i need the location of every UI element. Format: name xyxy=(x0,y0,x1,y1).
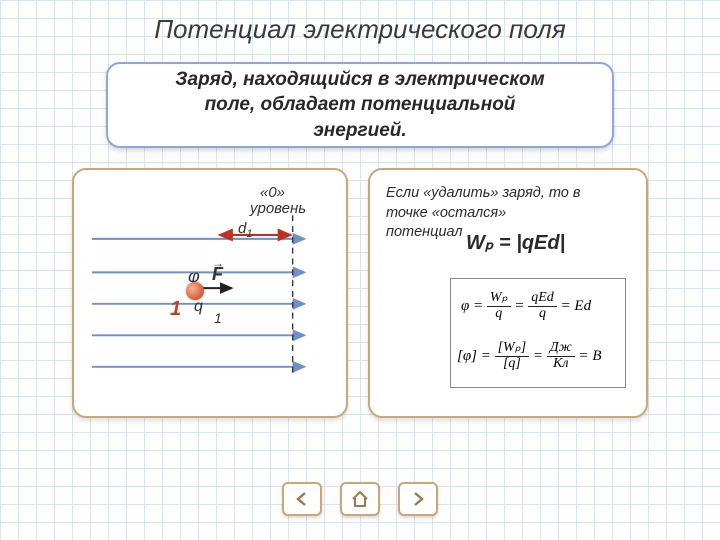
next-button[interactable] xyxy=(398,482,438,516)
point-1-label: 1 xyxy=(170,298,181,321)
f2-frac2-num: Дж xyxy=(547,341,575,357)
definition-banner: Заряд, находящийся в электрическомполе, … xyxy=(106,62,614,148)
f2-lhs: [φ] = xyxy=(457,348,491,365)
f1-frac2-den: q xyxy=(536,307,549,322)
q-sub-1: 1 xyxy=(214,310,222,326)
d-sub: 1 xyxy=(246,228,252,240)
f2-eq1: = xyxy=(533,348,543,365)
wp-formula: Wₚ = |qEd| xyxy=(466,230,565,255)
f1-frac1-num: Wₚ xyxy=(487,291,511,307)
f2-frac2: Дж Кл xyxy=(547,341,575,371)
f2-frac1-den: [q] xyxy=(500,357,524,372)
f1-frac2: qEd q xyxy=(528,291,557,321)
f1-frac1: Wₚ q xyxy=(487,291,511,321)
formula-box: φ = Wₚ q = qEd q = Ed [φ] = [Wₚ] [q] = Д… xyxy=(450,278,626,388)
home-button[interactable] xyxy=(340,482,380,516)
arrow-left-icon xyxy=(293,490,311,508)
arrow-right-icon xyxy=(409,490,427,508)
level-label: уровень xyxy=(250,200,306,217)
formula-panel: Если «удалить» заряд, то в точке «осталс… xyxy=(368,168,648,418)
f2-rhs: = В xyxy=(578,348,601,365)
f1-frac1-den: q xyxy=(492,307,505,322)
home-icon xyxy=(350,490,370,508)
zero-level-label: «0» xyxy=(260,184,285,201)
f1-eq1: = xyxy=(514,298,524,315)
f2-frac1-num: [Wₚ] xyxy=(495,341,530,357)
q-label: q xyxy=(194,298,203,316)
q-line3: потенциал xyxy=(386,224,463,240)
f1-frac2-num: qEd xyxy=(528,291,557,307)
d1-label: d1 xyxy=(238,220,252,240)
f1-lhs: φ = xyxy=(461,298,483,315)
f1-rhs: = Ed xyxy=(561,298,592,315)
q-line2: точке «остался» xyxy=(386,205,506,221)
force-label: F xyxy=(212,264,223,285)
f2-frac2-den: Кл xyxy=(550,357,571,372)
nav-bar xyxy=(0,482,720,516)
banner-text: Заряд, находящийся в электрическомполе, … xyxy=(175,67,544,144)
f2-frac1: [Wₚ] [q] xyxy=(495,341,530,371)
field-diagram-panel: «0» уровень d1 φ → F 1 q 1 xyxy=(72,168,348,418)
q-line1: Если «удалить» заряд, то в xyxy=(386,185,580,201)
prev-button[interactable] xyxy=(282,482,322,516)
page-title: Потенциал электрического поля xyxy=(0,14,720,45)
